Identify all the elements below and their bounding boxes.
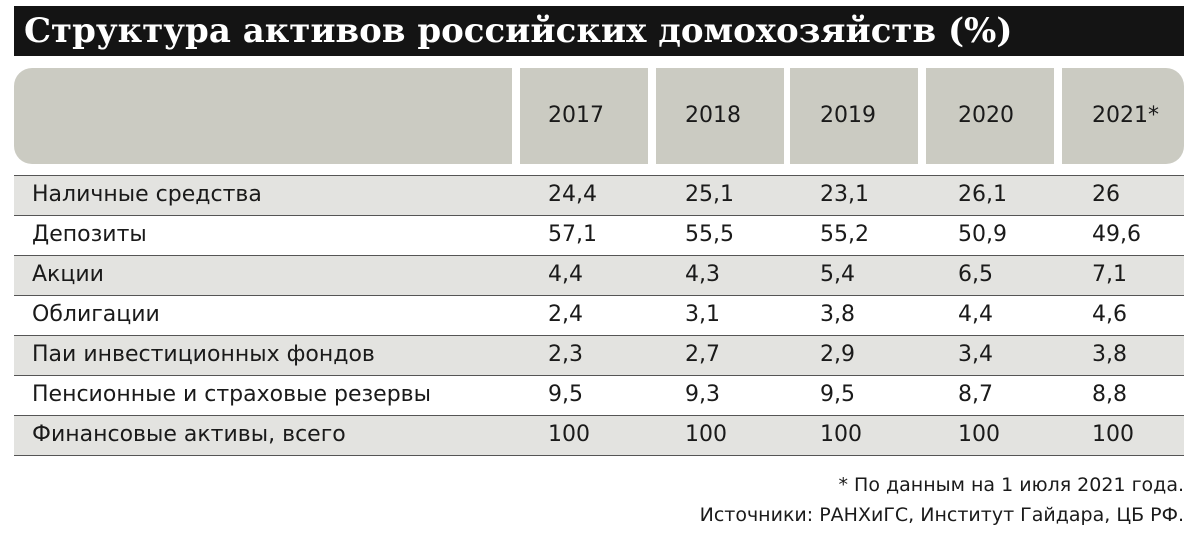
title-bar: Структура активов российских домохозяйст… (14, 6, 1184, 56)
column-header-4: 2021* (1062, 68, 1184, 164)
row-value-2020: 8,7 (958, 382, 993, 407)
column-header-1: 2018 (656, 68, 784, 164)
row-value-2020: 26,1 (958, 182, 1007, 207)
row-value-2019: 100 (820, 422, 862, 447)
column-header-2: 2019 (790, 68, 918, 164)
row-label: Паи инвестиционных фондов (32, 342, 375, 367)
row-label: Акции (32, 262, 104, 287)
row-value-2017: 57,1 (548, 222, 597, 247)
row-value-2018: 100 (685, 422, 727, 447)
row-value-2017: 4,4 (548, 262, 583, 287)
row-value-2017: 9,5 (548, 382, 583, 407)
column-header-3: 2020 (926, 68, 1054, 164)
row-value-2019: 23,1 (820, 182, 869, 207)
row-value-2017: 24,4 (548, 182, 597, 207)
row-value-2018: 4,3 (685, 262, 720, 287)
row-value-2019: 5,4 (820, 262, 855, 287)
table-row: Финансовые активы, всего 100 100 100 100 100 (14, 415, 1184, 456)
row-value-2019: 3,8 (820, 302, 855, 327)
row-value-2021*: 26 (1092, 182, 1120, 207)
row-value-2020: 3,4 (958, 342, 993, 367)
table-row: Паи инвестиционных фондов 2,3 2,7 2,9 3,4 3,8 (14, 335, 1184, 375)
footnote-sources: Источники: РАНХиГС, Институт Гайдара, ЦБ… (699, 504, 1184, 526)
row-value-2018: 9,3 (685, 382, 720, 407)
row-label: Финансовые активы, всего (32, 422, 346, 447)
table-row: Облигации 2,4 3,1 3,8 4,4 4,6 (14, 295, 1184, 335)
row-value-2017: 2,3 (548, 342, 583, 367)
row-value-2018: 25,1 (685, 182, 734, 207)
row-value-2021*: 8,8 (1092, 382, 1127, 407)
row-value-2019: 2,9 (820, 342, 855, 367)
row-label: Наличные средства (32, 182, 262, 207)
row-value-2021*: 4,6 (1092, 302, 1127, 327)
table-row: Депозиты 57,1 55,5 55,2 50,9 49,6 (14, 215, 1184, 255)
row-label: Пенсионные и страховые резервы (32, 382, 432, 407)
column-header-0: 2017 (520, 68, 648, 164)
row-label: Депозиты (32, 222, 147, 247)
table-body: Наличные средства 24,4 25,1 23,1 26,1 26 Депоз… (14, 175, 1184, 456)
row-label: Облигации (32, 302, 160, 327)
page-title: Структура активов российских домохозяйст… (24, 11, 1013, 51)
row-value-2020: 6,5 (958, 262, 993, 287)
table-row: Наличные средства 24,4 25,1 23,1 26,1 26 (14, 175, 1184, 215)
row-value-2019: 55,2 (820, 222, 869, 247)
row-value-2021*: 100 (1092, 422, 1134, 447)
row-value-2020: 50,9 (958, 222, 1007, 247)
row-value-2018: 55,5 (685, 222, 734, 247)
row-value-2020: 100 (958, 422, 1000, 447)
row-value-2021*: 7,1 (1092, 262, 1127, 287)
footnote-note: * По данным на 1 июля 2021 года. (838, 474, 1185, 496)
row-value-2018: 3,1 (685, 302, 720, 327)
row-value-2021*: 49,6 (1092, 222, 1141, 247)
header-label-cell (14, 68, 512, 164)
table-header: 2017 2018 2019 2020 2021* (14, 68, 1184, 164)
table-row: Акции 4,4 4,3 5,4 6,5 7,1 (14, 255, 1184, 295)
row-value-2018: 2,7 (685, 342, 720, 367)
row-value-2020: 4,4 (958, 302, 993, 327)
row-value-2019: 9,5 (820, 382, 855, 407)
row-value-2017: 2,4 (548, 302, 583, 327)
row-value-2021*: 3,8 (1092, 342, 1127, 367)
row-value-2017: 100 (548, 422, 590, 447)
table-row: Пенсионные и страховые резервы 9,5 9,3 9,5 8… (14, 375, 1184, 415)
